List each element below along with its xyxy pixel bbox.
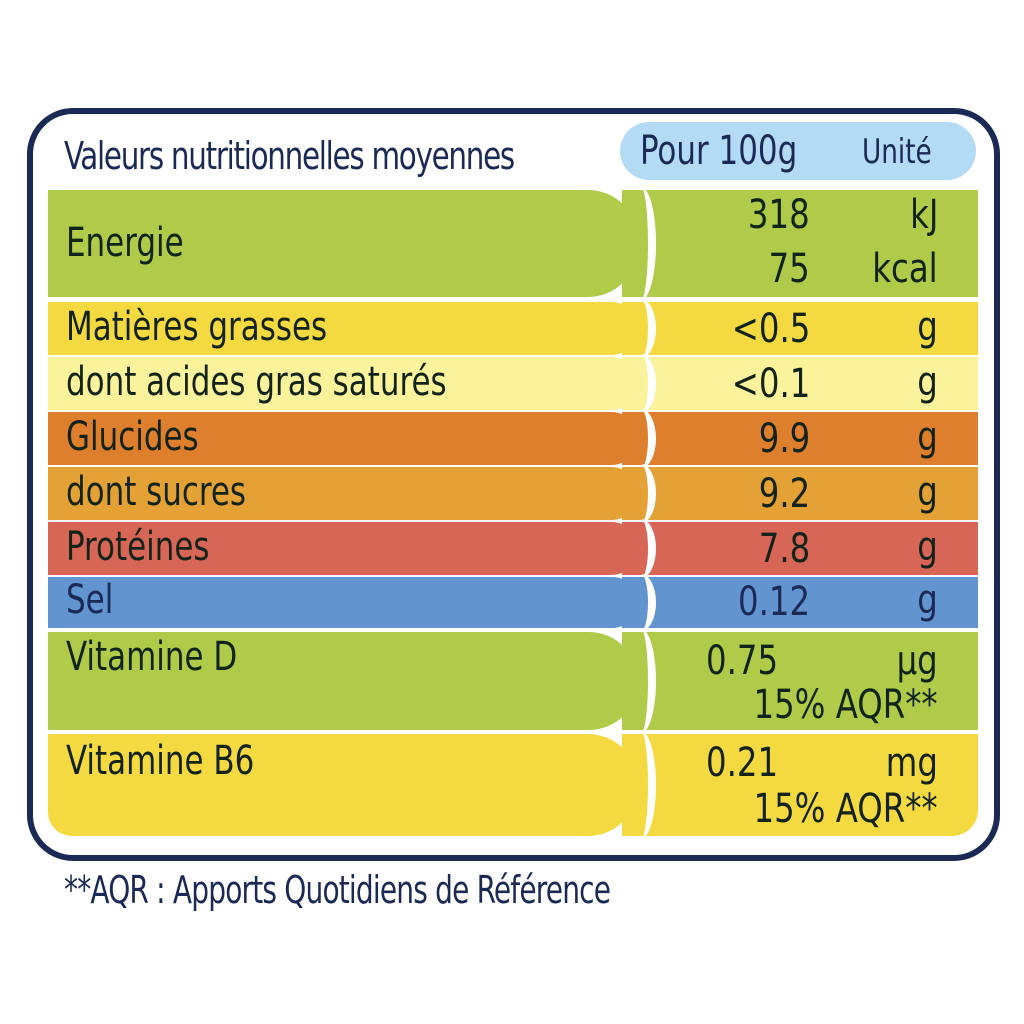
nutrient-unit: mg — [885, 740, 938, 786]
row-proteines: Protéines 7.8 g — [48, 519, 978, 578]
nutrient-unit: kJ — [909, 192, 938, 238]
row-value-bg — [622, 190, 978, 297]
row-acides-gras-satures: dont acides gras saturés <0.1 g — [48, 354, 978, 413]
column-header-unit: Unité — [862, 132, 932, 172]
row-value-bg — [622, 632, 978, 730]
row-glucides: Glucides 9.9 g — [48, 409, 978, 468]
table-title: Valeurs nutritionnelles moyennes — [64, 134, 515, 178]
column-header-pill — [620, 122, 976, 180]
row-value-bg — [622, 577, 978, 628]
row-vitamine-b6: Vitamine B6 0.21 mg 15% AQR** — [48, 731, 978, 839]
nutrient-value: <0.5 — [731, 306, 810, 352]
row-value-bg — [622, 302, 978, 355]
nutrient-unit: g — [917, 524, 938, 570]
row-label-bg — [48, 467, 638, 520]
row-separator-arc — [626, 354, 660, 413]
nutrient-unit: g — [917, 469, 938, 515]
nutrient-label: Vitamine D — [66, 634, 238, 680]
row-label-bg — [48, 632, 638, 730]
row-energie: Energie 318 kJ 75 kcal — [48, 187, 978, 300]
row-value-bg — [622, 357, 978, 410]
row-vitamine-d: Vitamine D 0.75 µg 15% AQR** — [48, 629, 978, 733]
nutrient-label: Energie — [66, 220, 184, 266]
row-value-bg — [622, 412, 978, 465]
nutrient-aqr-percent: 15% AQR** — [753, 786, 938, 832]
nutrient-value: 7.8 — [758, 526, 810, 572]
nutrient-label: dont sucres — [66, 469, 247, 515]
row-separator-arc — [626, 629, 660, 733]
aqr-footnote: **AQR : Apports Quotidiens de Référence — [64, 868, 611, 912]
nutrient-value: 318 — [748, 192, 810, 238]
row-label-bg — [48, 734, 638, 836]
row-separator-arc — [626, 731, 660, 839]
nutrient-value: 0.75 — [705, 638, 778, 684]
row-label-bg — [48, 412, 638, 465]
row-separator-arc — [626, 299, 660, 358]
nutrient-unit: g — [917, 577, 938, 623]
row-separator-arc — [626, 464, 660, 523]
row-separator-arc — [626, 519, 660, 578]
nutrient-label: Glucides — [66, 414, 199, 460]
row-separator-arc — [626, 574, 660, 631]
nutrient-label: Protéines — [66, 524, 210, 570]
nutrient-label: Matières grasses — [66, 304, 328, 350]
row-label-bg — [48, 357, 638, 410]
column-header-per-100g: Pour 100g — [640, 128, 798, 174]
row-value-bg — [622, 522, 978, 575]
row-sel: Sel 0.12 g — [48, 574, 978, 631]
nutrient-label: dont acides gras saturés — [66, 359, 447, 405]
nutrient-value: 0.21 — [705, 740, 778, 786]
row-value-bg — [622, 734, 978, 836]
row-matieres-grasses: Matières grasses <0.5 g — [48, 299, 978, 358]
nutrient-unit: g — [917, 414, 938, 460]
nutrient-value: 9.2 — [758, 471, 810, 517]
nutrient-value-kcal: 75 — [768, 246, 810, 292]
row-separator-arc — [626, 187, 660, 300]
row-label-bg — [48, 522, 638, 575]
nutrient-label: Vitamine B6 — [66, 738, 255, 784]
nutrient-label: Sel — [66, 577, 114, 623]
row-label-bg — [48, 577, 638, 628]
row-label-bg — [48, 302, 638, 355]
nutrient-unit-kcal: kcal — [872, 246, 938, 292]
nutrient-value: 9.9 — [758, 416, 810, 462]
row-sucres: dont sucres 9.2 g — [48, 464, 978, 523]
nutrient-unit: g — [917, 359, 938, 405]
nutrient-value: 0.12 — [737, 579, 810, 625]
nutrient-unit: µg — [896, 638, 938, 684]
nutrient-unit: g — [917, 304, 938, 350]
row-label-bg — [48, 190, 638, 297]
row-separator-arc — [626, 409, 660, 468]
row-value-bg — [622, 467, 978, 520]
nutrient-value: <0.1 — [731, 361, 810, 407]
nutrient-aqr-percent: 15% AQR** — [753, 682, 938, 728]
